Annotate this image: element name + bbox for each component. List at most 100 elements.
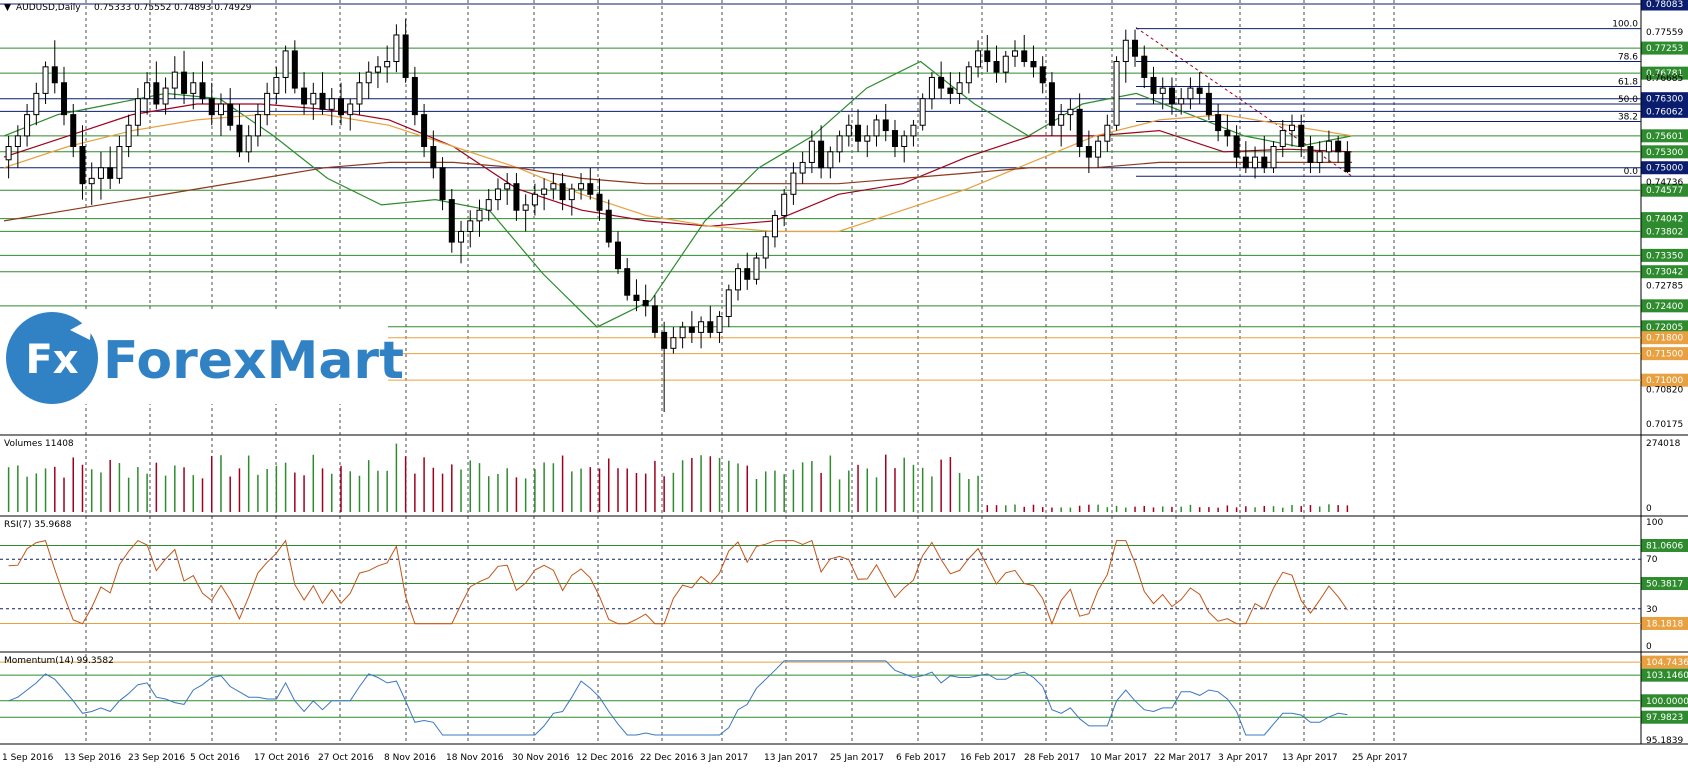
candle-body [1233,135,1240,158]
fib-level-label: 0.0 [1624,167,1639,177]
level-price-label: 0.74577 [1646,186,1683,196]
candle-body [633,294,640,302]
candle-body [596,193,603,211]
candle-body [1012,50,1018,57]
level-price-tag [1641,373,1688,387]
candle-body [365,71,372,84]
candle-body [504,183,511,190]
level-price-label: 0.72400 [1646,302,1683,312]
fib-level-label: 78.6 [1618,53,1638,63]
candle-body [291,50,298,89]
candle-body [725,289,732,317]
candlesticks [5,19,1351,413]
candle-body [956,82,963,94]
candle-body [1058,114,1065,126]
candle-body [1085,145,1092,158]
date-label: 16 Feb 2017 [960,753,1016,763]
logo-fx-mark: Fx [25,337,78,383]
candle-body [264,92,271,116]
candle-body [1039,66,1046,84]
candle-body [679,326,686,339]
date-label: 25 Jan 2017 [830,753,884,763]
candle-body [587,183,594,195]
price-tick: 0.76685 [1646,74,1683,84]
candle-body [1196,87,1203,94]
level-price-label: 103.1460 [1646,671,1688,681]
candle-body [162,87,169,105]
candle-body [642,300,649,307]
candle-body [1224,130,1231,137]
candle-body [374,66,381,73]
chart-menu-icon[interactable]: ▼ [4,3,11,13]
candle-body [476,209,483,222]
candle-body [1141,55,1148,78]
candle-body [1002,55,1009,73]
fib-level-label: 100.0 [1612,20,1638,30]
candle-body [661,331,668,349]
date-label: 18 Nov 2016 [446,753,504,763]
level-price-tag [1641,248,1688,262]
candle-body [24,114,31,137]
candle-body [458,230,465,243]
level-price-tag [1641,0,1688,11]
level-price-tag [1641,655,1688,669]
candle-body [448,199,455,243]
candle-body [1113,61,1120,126]
candle-body [236,124,243,153]
level-price-tag [1641,347,1688,361]
candle-body [559,183,566,201]
candle-body [670,337,677,349]
candle-body [891,130,898,147]
candle-body [799,161,806,174]
candle-body [864,135,871,142]
candle-body [568,188,575,201]
level-price-label: 18.1818 [1646,619,1683,629]
candle-body [1187,87,1194,100]
candle-body [845,124,852,137]
date-label: 27 Oct 2016 [318,753,374,763]
candle-body [1316,151,1323,163]
level-price-tag [1641,710,1688,724]
candle-body [735,268,742,291]
date-label: 1 Sep 2016 [2,753,54,763]
candle-body [1159,87,1166,94]
date-axis: 1 Sep 2016 13 Sep 2016 23 Sep 2016 5 Oct 20… [2,753,1408,763]
level-price-tag [1641,129,1688,143]
momentum-tick: 95.1839 [1646,736,1683,746]
date-label: 5 Oct 2016 [190,753,240,763]
candle-body [541,188,548,195]
candle-body [882,119,889,132]
date-label: 30 Nov 2016 [512,753,570,763]
level-price-tag [1641,92,1688,106]
momentum-line [8,660,1348,736]
candle-body [781,193,788,217]
level-price-label: 0.73350 [1646,251,1683,261]
level-price-label: 0.77253 [1646,44,1683,54]
candle-body [1104,124,1111,142]
symbol-title: AUDUSD,Daily [16,3,81,13]
level-price-tag [1641,538,1688,552]
candle-body [1252,156,1259,169]
candle-body [217,103,224,116]
level-price-label: 0.73802 [1646,227,1683,237]
candle-body [762,236,769,259]
candle-body [70,114,77,147]
fib-level-label: 61.8 [1618,77,1638,87]
date-label: 3 Jan 2017 [700,753,748,763]
candle-body [1215,114,1222,132]
rsi-tick: 0 [1646,642,1652,652]
candle-body [181,71,188,94]
candle-body [310,92,317,105]
candle-body [753,257,760,280]
candle-body [338,98,344,116]
candle-body [282,50,289,78]
candle-body [467,220,474,232]
rsi-tick: 70 [1646,555,1658,565]
level-price-tag [1641,331,1688,345]
level-price-tag [1641,577,1688,591]
candle-body [254,114,261,137]
candle-body [605,209,612,243]
candle-body [1242,156,1249,169]
candle-body [965,66,972,84]
